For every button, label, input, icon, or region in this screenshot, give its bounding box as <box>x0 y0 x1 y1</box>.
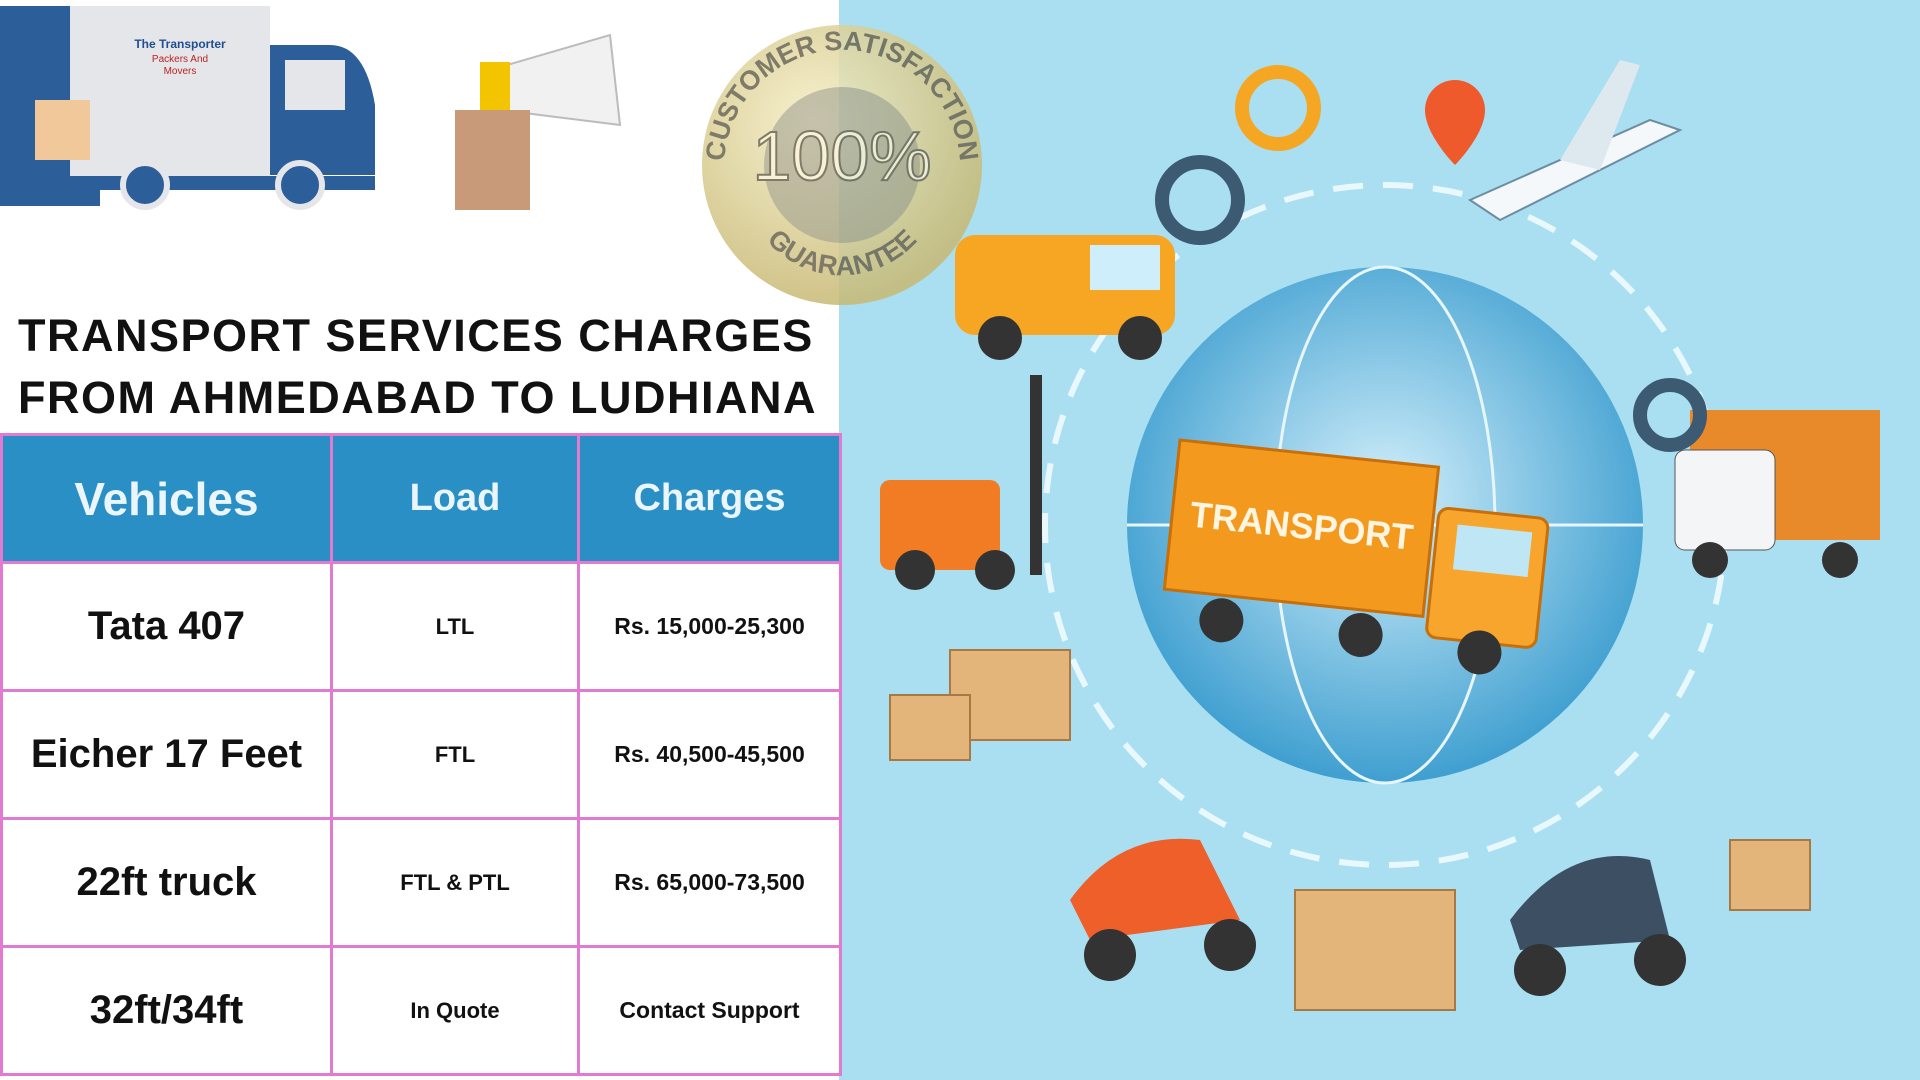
logo-text: Packers And <box>152 54 208 65</box>
plane <box>1467 60 1683 222</box>
charges: Contact Support <box>577 945 842 1076</box>
logo-text: Movers <box>164 66 197 77</box>
van <box>955 235 1175 360</box>
column-header: Vehicles <box>0 433 333 564</box>
load: FTL & PTL <box>330 817 580 948</box>
vehicle: 32ft/34ft <box>0 945 333 1076</box>
truck: TRANSPORT <box>1162 438 1550 675</box>
vehicle: Tata 407 <box>0 561 333 692</box>
row: 22ft truck FTL & PTL Rs. 65,000-73,500 <box>0 817 842 948</box>
row: Tata 407 LTL Rs. 15,000-25,300 <box>0 561 842 692</box>
forklift <box>880 375 1042 590</box>
megaphone <box>455 33 622 210</box>
pin <box>1425 80 1485 165</box>
title-line: FROM AHMEDABAD TO LUDHIANA <box>18 372 817 423</box>
vehicle: 22ft truck <box>0 817 333 948</box>
badge: CUSTOMER SATISFACTION 100% GUARANTEE <box>700 25 984 305</box>
header-row: Vehicles Load Charges <box>0 433 842 564</box>
row: 32ft/34ft In Quote Contact Support <box>0 945 842 1076</box>
scooters <box>1070 838 1686 996</box>
vehicle: Eicher 17 Feet <box>0 689 333 820</box>
title-line: TRANSPORT SERVICES CHARGES <box>18 310 814 361</box>
column-header: Load <box>330 433 580 564</box>
gears <box>1155 65 1707 452</box>
boxes <box>889 649 1811 1011</box>
title: TRANSPORT SERVICES CHARGES FROM AHMEDABA… <box>18 305 817 429</box>
load: FTL <box>330 689 580 820</box>
charges: Rs. 40,500-45,500 <box>577 689 842 820</box>
charges: Rs. 15,000-25,300 <box>577 561 842 692</box>
logo-text: The Transporter <box>134 37 226 51</box>
load: LTL <box>330 561 580 692</box>
row: Eicher 17 Feet FTL Rs. 40,500-45,500 <box>0 689 842 820</box>
logo: The Transporter Packers And Movers <box>0 6 375 210</box>
truck-small <box>1674 410 1880 578</box>
load: In Quote <box>330 945 580 1076</box>
badge-center: 100% <box>752 117 931 195</box>
charges-table: Vehicles Load Charges Tata 407 LTL Rs. 1… <box>0 433 842 1076</box>
charges: Rs. 65,000-73,500 <box>577 817 842 948</box>
column-header: Charges <box>577 433 842 564</box>
